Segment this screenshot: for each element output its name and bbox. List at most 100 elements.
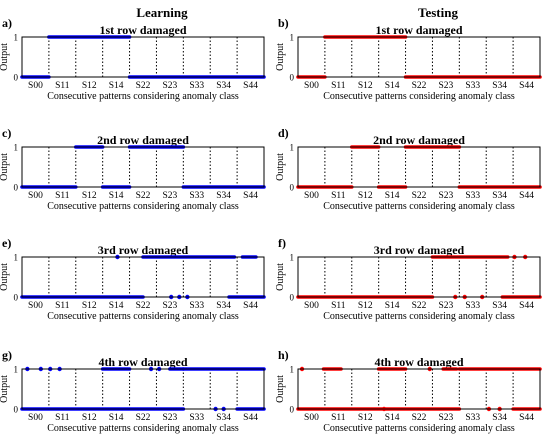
x-tick-label: S11 [331,81,346,91]
y-axis-label: Output [0,375,10,403]
x-axis-label: Consecutive patterns considering anomaly… [323,311,515,322]
x-tick-label: S44 [519,413,534,423]
x-tick-label: S34 [492,413,507,423]
x-tick-label: S11 [55,191,70,201]
panel-title: 4th row damaged [374,355,463,369]
x-tick-label: S11 [331,191,346,201]
x-tick-label: S44 [243,301,258,311]
x-tick-label: S14 [385,413,400,423]
panel-title: 1st row damaged [99,23,186,37]
y-axis-label: Output [275,43,286,71]
y-tick-label: 0 [290,73,295,83]
x-tick-label: S23 [162,413,177,423]
y-tick-label: 0 [14,73,19,83]
panel-7: g) 4th row damaged 0 1 S00 S11 S12 S14 S22 S23 S33… [0,348,266,434]
plot-frame [297,368,541,410]
x-tick-label: S44 [519,81,534,91]
panel-6: f) 3rd row damaged 0 1 S00 S11 S12 S14 S22 S23 S33… [275,236,542,322]
x-tick-label: S14 [109,301,124,311]
x-tick-label: S33 [189,301,204,311]
x-tick-label: S33 [465,81,480,91]
x-tick-label: S22 [412,413,427,423]
x-axis-label: Consecutive patterns considering anomaly… [47,311,239,322]
x-tick-label: S11 [55,81,70,91]
column-title-testing: Testing [418,5,458,20]
y-tick-label: 0 [290,293,295,303]
panel-label: d) [278,126,289,140]
y-axis-label: Output [0,153,10,181]
panel-title: 2nd row damaged [97,133,189,147]
panel-1: a) 1st row damaged 0 1 S00 S11 S12 S14 S22 S23 S33… [0,16,266,102]
x-tick-label: S12 [82,301,97,311]
x-tick-label: S14 [109,413,124,423]
panel-label: b) [278,16,289,30]
y-axis-label: Output [0,43,10,71]
y-tick-label: 0 [14,183,19,193]
x-tick-label: S14 [109,191,124,201]
x-tick-label: S22 [136,191,151,201]
x-tick-label: S12 [358,301,373,311]
x-tick-label: S34 [492,301,507,311]
x-tick-label: S22 [412,81,427,91]
x-tick-label: S22 [136,413,151,423]
x-tick-label: S23 [438,81,453,91]
panel-2: b) 1st row damaged 0 1 S00 S11 S12 S14 S22 S23 S33… [275,16,542,102]
x-tick-label: S23 [162,301,177,311]
x-tick-label: S12 [82,413,97,423]
x-tick-label: S44 [243,413,258,423]
x-axis-label: Consecutive patterns considering anomaly… [47,423,239,434]
y-axis-label: Output [0,263,10,291]
y-tick-label: 1 [14,365,19,375]
y-tick-label: 0 [290,405,295,415]
x-tick-label: S22 [136,81,151,91]
y-tick-label: 1 [14,143,19,153]
y-axis-label: Output [275,263,286,291]
x-tick-label: S33 [189,413,204,423]
plot-frame [21,368,265,410]
x-tick-label: S34 [492,191,507,201]
panel-5: e) 3rd row damaged 0 1 S00 S11 S12 S14 S22 S23 S33… [0,236,266,322]
x-tick-label: S12 [82,81,97,91]
y-tick-label: 1 [290,253,295,263]
panel-label: e) [2,236,11,250]
panel-title: 3rd row damaged [374,243,465,257]
x-tick-label: S33 [465,301,480,311]
x-tick-label: S34 [216,301,231,311]
panel-label: c) [2,126,11,140]
plot-frame [21,146,265,188]
x-tick-label: S12 [82,191,97,201]
x-tick-label: S33 [465,413,480,423]
x-tick-label: S00 [304,81,319,91]
panel-title: 4th row damaged [98,355,187,369]
x-tick-label: S23 [438,301,453,311]
x-axis-label: Consecutive patterns considering anomaly… [47,91,239,102]
x-axis-label: Consecutive patterns considering anomaly… [323,201,515,212]
x-tick-label: S14 [385,191,400,201]
x-tick-label: S00 [28,81,43,91]
panel-3: c) 2nd row damaged 0 1 S00 S11 S12 S14 S22 S23 S33… [0,126,266,212]
panel-4: d) 2nd row damaged 0 1 S00 S11 S12 S14 S22 S23 S33… [275,126,542,212]
x-tick-label: S00 [304,191,319,201]
y-axis-label: Output [275,375,286,403]
column-title-learning: Learning [136,5,188,20]
x-tick-label: S11 [55,413,70,423]
panels: a) 1st row damaged 0 1 S00 S11 S12 S14 S22 S23 S33… [0,16,542,434]
x-tick-label: S00 [28,413,43,423]
panel-title: 3rd row damaged [98,243,189,257]
x-tick-label: S34 [492,81,507,91]
x-tick-label: S00 [304,301,319,311]
x-tick-label: S22 [412,191,427,201]
x-tick-label: S23 [438,191,453,201]
x-tick-label: S11 [331,413,346,423]
x-tick-label: S14 [385,301,400,311]
x-tick-label: S00 [304,413,319,423]
y-tick-label: 0 [290,183,295,193]
x-tick-label: S11 [331,301,346,311]
y-axis-label: Output [275,153,286,181]
x-tick-label: S12 [358,413,373,423]
x-tick-label: S44 [519,301,534,311]
x-tick-label: S23 [438,413,453,423]
x-tick-label: S00 [28,191,43,201]
x-tick-label: S14 [385,81,400,91]
